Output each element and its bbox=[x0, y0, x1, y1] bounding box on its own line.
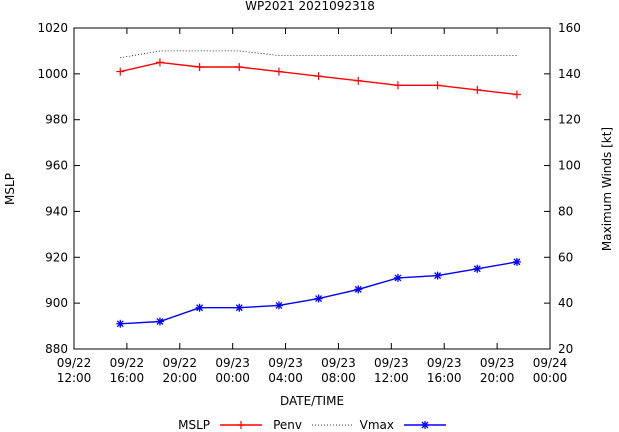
x-tick-label-time: 20:00 bbox=[480, 371, 515, 385]
x-tick-label-date: 09/22 bbox=[57, 356, 92, 370]
x-axis-label: DATE/TIME bbox=[280, 394, 344, 408]
data-point-vmax bbox=[314, 294, 323, 303]
data-point-vmax bbox=[354, 285, 363, 294]
data-point-vmax bbox=[274, 301, 283, 310]
data-point-mslp bbox=[195, 62, 204, 71]
y-left-tick-label: 940 bbox=[45, 204, 68, 218]
data-point-mslp bbox=[354, 76, 363, 85]
y-axis-right-label: Maximum Winds [kt] bbox=[600, 127, 614, 251]
x-tick-label-date: 09/23 bbox=[427, 356, 462, 370]
x-tick-label-date: 09/24 bbox=[533, 356, 568, 370]
data-point-mslp bbox=[155, 58, 164, 67]
y-left-tick-label: 920 bbox=[45, 250, 68, 264]
y-right-tick-label: 60 bbox=[558, 250, 573, 264]
data-point-mslp bbox=[473, 85, 482, 94]
y-right-tick-label: 100 bbox=[558, 159, 581, 173]
x-tick-label-time: 04:00 bbox=[268, 371, 303, 385]
data-point-vmax bbox=[235, 303, 244, 312]
x-tick-label-date: 09/23 bbox=[215, 356, 250, 370]
y-left-tick-label: 980 bbox=[45, 113, 68, 127]
x-tick-label-date: 09/22 bbox=[110, 356, 145, 370]
y-axis-left-label: MSLP bbox=[3, 173, 17, 205]
x-tick-label-time: 12:00 bbox=[374, 371, 409, 385]
data-point-mslp bbox=[235, 62, 244, 71]
data-point-vmax bbox=[195, 303, 204, 312]
x-tick-label-time: 16:00 bbox=[427, 371, 462, 385]
data-point-vmax bbox=[155, 317, 164, 326]
data-point-mslp bbox=[116, 67, 125, 76]
legend-label-penv: Penv bbox=[273, 418, 302, 432]
y-right-tick-label: 40 bbox=[558, 296, 573, 310]
y-right-tick-label: 120 bbox=[558, 113, 581, 127]
x-tick-label-date: 09/23 bbox=[374, 356, 409, 370]
x-tick-label-date: 09/23 bbox=[480, 356, 515, 370]
y-right-tick-label: 20 bbox=[558, 342, 573, 356]
data-point-mslp bbox=[393, 81, 402, 90]
data-point-mslp bbox=[433, 81, 442, 90]
y-left-tick-label: 900 bbox=[45, 296, 68, 310]
data-series bbox=[116, 50, 521, 328]
data-point-vmax bbox=[473, 264, 482, 273]
x-tick-label-time: 16:00 bbox=[110, 371, 145, 385]
legend-label-mslp: MSLP bbox=[178, 418, 210, 432]
data-point-vmax bbox=[512, 257, 521, 266]
plot-frame bbox=[73, 27, 551, 350]
x-tick-label-time: 12:00 bbox=[57, 371, 92, 385]
legend: MSLP Penv Vmax bbox=[178, 418, 446, 432]
axis-ticks: 880 900 920 940 960 980 1000 1020 20 40 60 80 100 120… bbox=[37, 21, 580, 385]
chart-title: WP2021 2021092318 bbox=[245, 0, 375, 13]
x-tick-label-date: 09/23 bbox=[268, 356, 303, 370]
y-left-tick-label: 1000 bbox=[37, 67, 68, 81]
data-point-vmax bbox=[433, 271, 442, 280]
legend-marker-vmax bbox=[421, 421, 429, 429]
x-tick-label-time: 08:00 bbox=[321, 371, 356, 385]
x-tick-label-date: 09/23 bbox=[321, 356, 356, 370]
x-tick-label-time: 00:00 bbox=[533, 371, 568, 385]
y-left-tick-label: 880 bbox=[45, 342, 68, 356]
data-point-mslp bbox=[314, 72, 323, 81]
y-left-tick-label: 960 bbox=[45, 159, 68, 173]
y-right-tick-label: 140 bbox=[558, 67, 581, 81]
data-point-vmax bbox=[116, 319, 125, 328]
data-point-mslp bbox=[274, 67, 283, 76]
y-right-tick-label: 80 bbox=[558, 204, 573, 218]
x-tick-label-date: 09/22 bbox=[162, 356, 197, 370]
legend-marker-mslp bbox=[237, 421, 245, 429]
legend-label-vmax: Vmax bbox=[360, 418, 394, 432]
x-tick-label-time: 00:00 bbox=[215, 371, 250, 385]
data-point-vmax bbox=[393, 273, 402, 282]
y-right-tick-label: 160 bbox=[558, 21, 581, 35]
y-left-tick-label: 1020 bbox=[37, 21, 68, 35]
x-tick-label-time: 20:00 bbox=[162, 371, 197, 385]
data-point-mslp bbox=[512, 90, 521, 99]
